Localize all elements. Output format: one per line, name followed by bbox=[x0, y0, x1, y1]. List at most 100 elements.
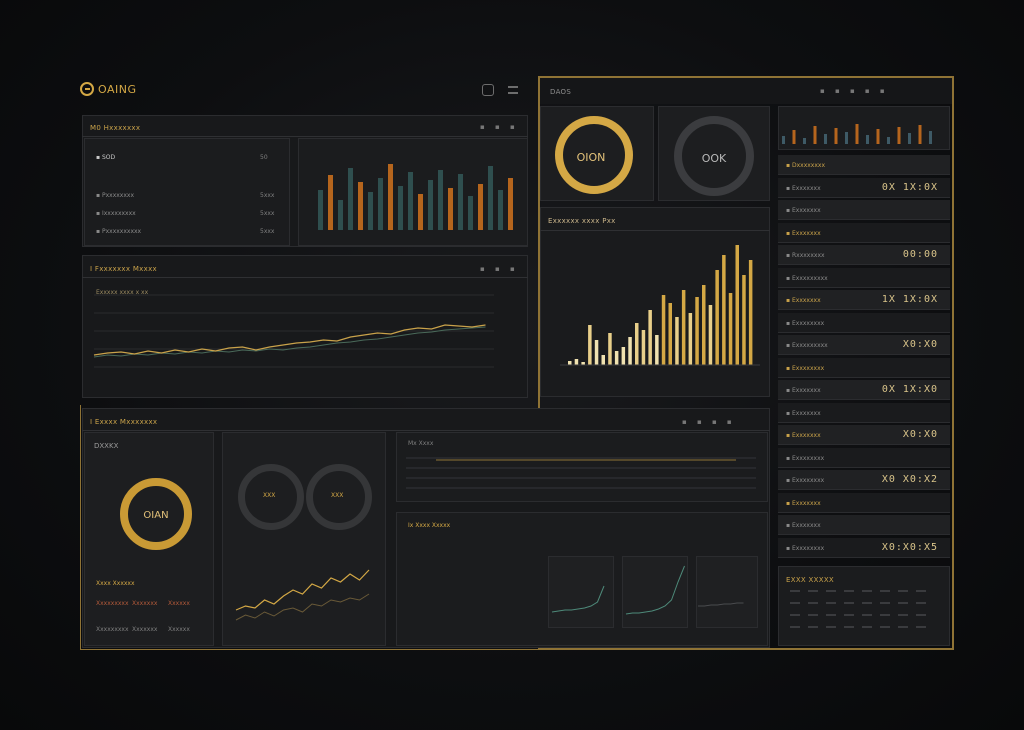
right-list-row[interactable] bbox=[778, 245, 950, 265]
summary-bar bbox=[508, 178, 513, 230]
trend-chart bbox=[93, 294, 494, 368]
summary-bar bbox=[398, 186, 403, 230]
bottom-tools[interactable]: ▪ ▪ ▪ ▪ bbox=[682, 418, 736, 426]
summary-bar bbox=[348, 168, 353, 230]
kpi-footer-item: Xxxxxxx bbox=[132, 600, 158, 607]
right-list-label: ▪ Exxxxxxxx bbox=[786, 364, 825, 372]
right-list-value: X0:X0:X5 bbox=[881, 541, 938, 553]
right-list-row[interactable] bbox=[778, 447, 950, 468]
summary-row-label: ▪ Pxxxxxxxx bbox=[96, 192, 134, 199]
right-list-row[interactable] bbox=[778, 222, 950, 243]
footer-cell bbox=[898, 614, 908, 616]
right-list-row[interactable] bbox=[778, 515, 950, 535]
app-logo[interactable]: OAING bbox=[80, 80, 137, 98]
gold-bar bbox=[568, 361, 572, 365]
summary-table bbox=[84, 138, 290, 246]
gold-bar bbox=[655, 335, 659, 365]
gold-bar bbox=[675, 317, 679, 365]
gold-bar bbox=[708, 305, 713, 365]
small-ring-2 bbox=[306, 464, 372, 530]
summary-row-value: 50 bbox=[260, 154, 268, 161]
footer-cell bbox=[862, 590, 872, 592]
mid-top-card bbox=[396, 432, 768, 502]
right-list-row[interactable] bbox=[778, 492, 950, 513]
mini-bar bbox=[792, 130, 796, 144]
gold-bar bbox=[581, 362, 585, 365]
mini-bar bbox=[929, 131, 932, 144]
footer-cell bbox=[916, 626, 926, 628]
summary-row-label: ▪ Pxxxxxxxxxx bbox=[96, 228, 142, 235]
right-list-label: ▪ Dxxxxxxxx bbox=[786, 162, 825, 169]
gold-bar bbox=[668, 303, 672, 365]
right-list-label: ▪ Exxxxxxx bbox=[786, 432, 821, 439]
summary-bar bbox=[458, 174, 463, 230]
gold-bar bbox=[728, 293, 733, 365]
right-list-row[interactable] bbox=[778, 290, 950, 310]
right-list-row[interactable] bbox=[778, 402, 950, 423]
summary-row-value: 5xxx bbox=[260, 192, 275, 199]
panel-summary-title: M0 Hxxxxxxx bbox=[90, 124, 141, 132]
settings-icon[interactable] bbox=[508, 86, 518, 94]
summary-row-value: 5xxx bbox=[260, 210, 275, 217]
sparkline bbox=[551, 585, 605, 613]
right-list-row[interactable] bbox=[778, 537, 950, 558]
sparkline-card-3 bbox=[696, 556, 758, 628]
small-ring-1-label: XXX bbox=[263, 492, 276, 499]
footer-cell bbox=[844, 614, 854, 616]
mid-lines bbox=[406, 457, 756, 489]
gold-bar bbox=[635, 323, 639, 365]
kpi-label: DXXKX bbox=[94, 442, 119, 450]
right-footer-title: EXXX XXXXX bbox=[786, 576, 835, 584]
right-list-row[interactable] bbox=[778, 177, 950, 198]
footer-cell bbox=[826, 590, 836, 592]
right-list-label: ▪ Exxxxxxx bbox=[786, 387, 821, 394]
gold-bar bbox=[715, 270, 719, 365]
right-list-row[interactable] bbox=[778, 155, 950, 175]
top-right-controls[interactable]: ▪ ▪ ▪ ▪ ▪ bbox=[820, 87, 889, 95]
footer-cell bbox=[880, 590, 890, 592]
mini-bar bbox=[845, 132, 848, 144]
mini-bar bbox=[855, 124, 859, 144]
footer-cell bbox=[898, 590, 908, 592]
gold-bar bbox=[614, 351, 619, 365]
right-list-row[interactable] bbox=[778, 357, 950, 378]
footer-cell bbox=[826, 614, 836, 616]
right-list-row[interactable] bbox=[778, 470, 950, 490]
summary-bar bbox=[338, 200, 343, 230]
gold-bar bbox=[621, 347, 626, 365]
trend-series-1 bbox=[93, 324, 486, 356]
kpi-gauge-label: OIAN bbox=[143, 510, 169, 521]
right-footer bbox=[778, 566, 950, 646]
kpi-footer-item: Xxxxxx bbox=[168, 600, 190, 607]
sparkline bbox=[698, 602, 744, 607]
right-list-row[interactable] bbox=[778, 380, 950, 400]
sparklines bbox=[551, 565, 744, 615]
panel-summary-tools[interactable]: ▪ ▪ ▪ bbox=[480, 123, 519, 131]
footer-cell bbox=[916, 614, 926, 616]
right-list-label: ▪ Exxxxxxx bbox=[786, 522, 821, 529]
right-list-row[interactable] bbox=[778, 335, 950, 355]
right-list-row[interactable] bbox=[778, 312, 950, 333]
right-list-label: ▪ Exxxxxxx bbox=[786, 297, 821, 304]
gold-bar bbox=[742, 275, 746, 365]
right-list-label: ▪ Exxxxxxxx bbox=[786, 477, 825, 484]
kpi-gauge bbox=[120, 478, 192, 550]
grid-icon[interactable] bbox=[482, 84, 494, 96]
summary-bar bbox=[488, 166, 493, 230]
right-list-value: 1X 1X:0X bbox=[881, 294, 938, 305]
right-list-row[interactable] bbox=[778, 425, 950, 445]
highlight-frame bbox=[538, 76, 954, 650]
sparkline-card-2 bbox=[622, 556, 688, 628]
right-list-row[interactable] bbox=[778, 200, 950, 220]
right-list-row[interactable] bbox=[778, 267, 950, 288]
mini-bar bbox=[876, 129, 880, 144]
bar-panel-title: Exxxxxx xxxx Pxx bbox=[548, 217, 616, 225]
right-list-value: X0:X0 bbox=[902, 429, 938, 440]
small-ring-1 bbox=[238, 464, 304, 530]
panel-trend-tools[interactable]: ▪ ▪ ▪ bbox=[480, 265, 519, 273]
summary-bar bbox=[388, 164, 393, 230]
gauge-card-1: OION bbox=[540, 106, 654, 201]
wave-series-2 bbox=[235, 593, 370, 621]
gold-bar bbox=[601, 355, 605, 365]
gold-bar bbox=[588, 325, 592, 365]
